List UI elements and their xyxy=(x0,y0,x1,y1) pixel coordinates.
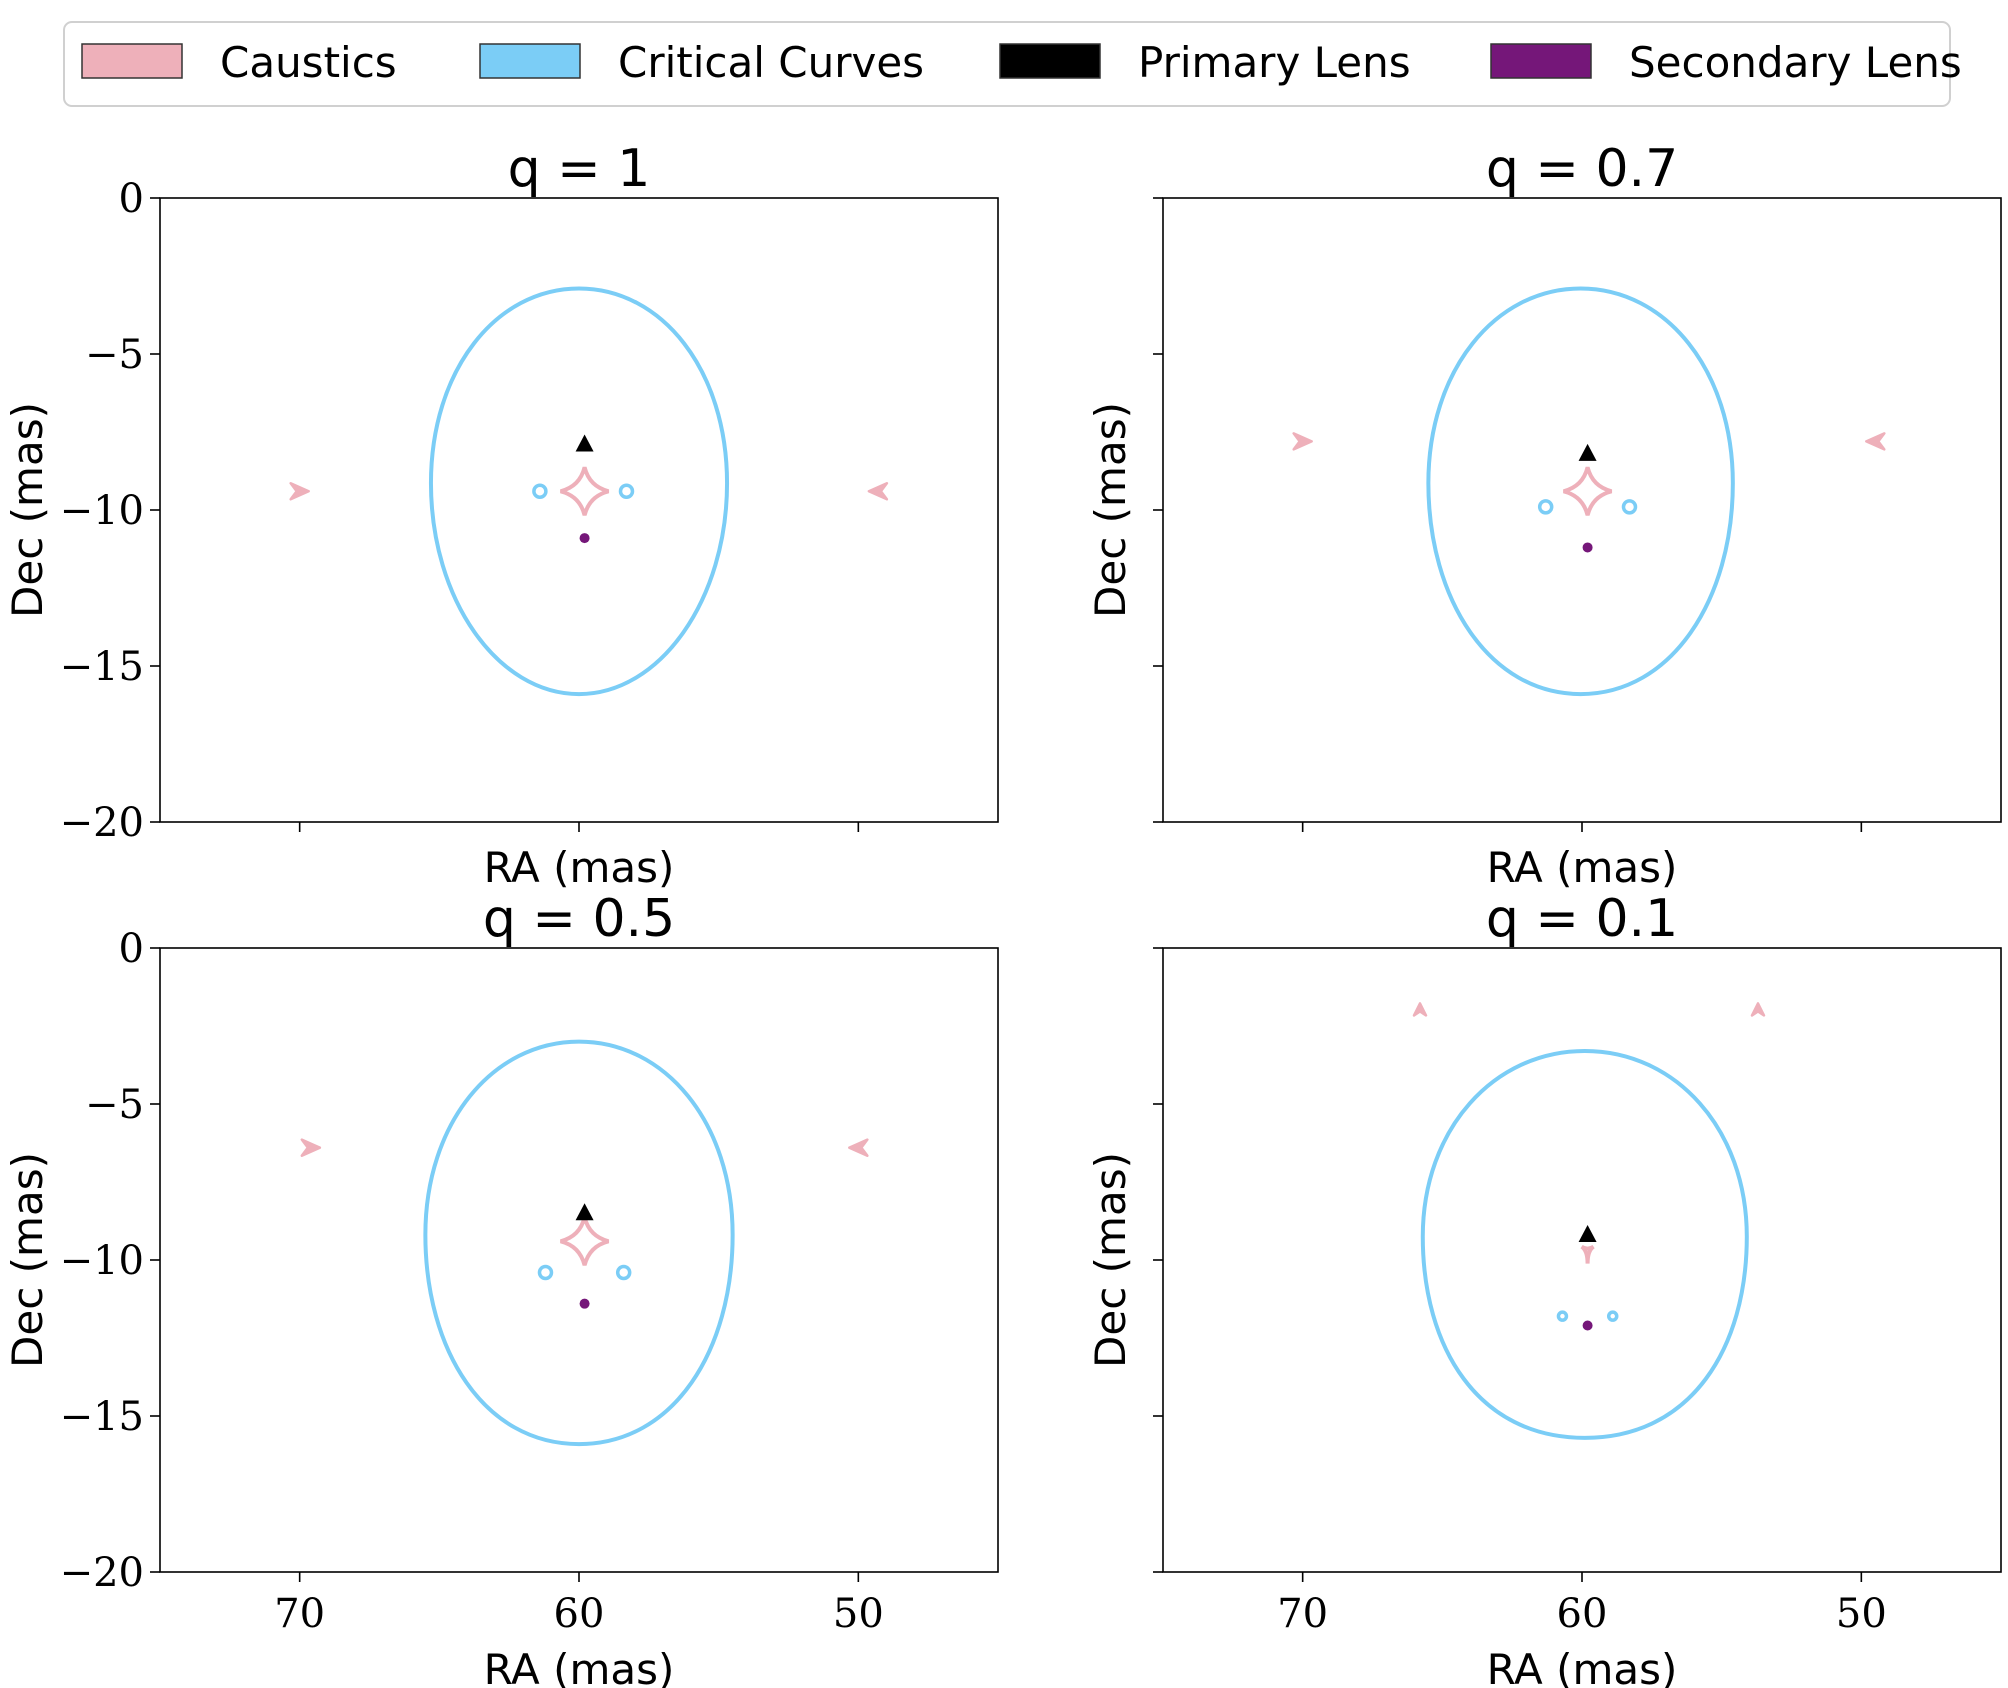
critical-curve-small xyxy=(618,483,635,500)
legend: Caustics Critical Curves Primary Lens Secon… xyxy=(63,21,1962,107)
y-tick-label: −10 xyxy=(60,1238,144,1284)
x-tick-label: 60 xyxy=(1557,1591,1608,1637)
secondary-lens-marker xyxy=(1582,1320,1593,1331)
legend-label-secondary: Secondary Lens xyxy=(1629,38,1962,87)
x-axis-label: RA (mas) xyxy=(1487,1645,1678,1688)
caustic-outer xyxy=(289,482,310,501)
primary-lens-marker xyxy=(1578,1225,1597,1243)
x-tick-label: 70 xyxy=(1277,1591,1328,1637)
plot-frame xyxy=(1162,947,2002,1573)
caustic-central xyxy=(1563,466,1613,516)
y-tick-label: −5 xyxy=(85,1082,144,1128)
secondary-lens-marker xyxy=(1582,542,1593,553)
x-axis-label: RA (mas) xyxy=(484,843,675,892)
caustic-outer xyxy=(1292,432,1313,451)
y-axis-label: Dec (mas) xyxy=(3,1152,52,1368)
legend-swatch-caustics xyxy=(81,43,183,79)
y-tick-label: −5 xyxy=(85,332,144,378)
primary-lens-marker xyxy=(1578,443,1597,461)
x-tick-label: 70 xyxy=(274,1591,325,1637)
y-tick-label: −15 xyxy=(60,1394,144,1440)
caustic-central xyxy=(1580,1244,1595,1264)
caustic-outer xyxy=(867,482,889,501)
critical-curve-small xyxy=(537,1264,554,1281)
caustic-outer xyxy=(848,1138,869,1157)
critical-curve-small xyxy=(532,483,548,500)
legend-label-primary: Primary Lens xyxy=(1138,38,1411,87)
critical-curve xyxy=(1426,286,1735,697)
y-axis-label: Dec (mas) xyxy=(1086,402,1135,618)
legend-swatch-critical xyxy=(479,43,581,79)
subplot-1: q = 1 0 −5 −10 −15 −20 RA (mas) Dec (mas) xyxy=(3,139,999,892)
y-tick-label: 0 xyxy=(119,926,144,972)
x-tick-label: 60 xyxy=(554,1591,605,1637)
critical-curve-small xyxy=(1537,499,1554,515)
panel-title: q = 1 xyxy=(508,139,651,199)
critical-curve-small xyxy=(615,1264,632,1281)
panel-title: q = 0.5 xyxy=(483,889,675,949)
primary-lens-marker xyxy=(575,1203,594,1221)
critical-curve-small xyxy=(1621,499,1638,515)
secondary-lens-marker xyxy=(579,533,590,544)
plot-frame xyxy=(1162,197,2002,823)
critical-curve-small xyxy=(1556,1310,1569,1322)
primary-lens-marker xyxy=(575,434,594,452)
panel-title: q = 0.1 xyxy=(1486,889,1678,949)
x-axis-label: RA (mas) xyxy=(1487,843,1678,892)
critical-curve xyxy=(1420,1048,1749,1440)
critical-curve xyxy=(428,286,730,697)
caustic-central xyxy=(560,1216,610,1266)
legend-label-caustics: Caustics xyxy=(220,38,397,87)
x-tick-label: 50 xyxy=(833,1591,884,1637)
legend-swatch-primary xyxy=(999,43,1101,79)
secondary-lens-marker xyxy=(579,1298,590,1309)
y-tick-label: −10 xyxy=(60,488,144,534)
y-tick-label: −15 xyxy=(60,644,144,690)
x-tick-label: 50 xyxy=(1836,1591,1887,1637)
y-tick-label: 0 xyxy=(119,176,144,222)
y-axis-label: Dec (mas) xyxy=(1086,1152,1135,1368)
critical-curve-small xyxy=(1606,1310,1619,1322)
y-tick-label: −20 xyxy=(60,800,144,846)
subplot-3: q = 0.5 70 60 50 0 −5 −10 −15 −20 RA (mas) Dec (ma… xyxy=(3,889,999,1688)
caustic-outer xyxy=(1750,1002,1766,1017)
critical-curve xyxy=(423,1039,735,1447)
legend-swatch-secondary xyxy=(1490,43,1592,79)
caustic-outer xyxy=(1865,432,1886,451)
plot-frame xyxy=(159,197,999,823)
panel-title: q = 0.7 xyxy=(1486,139,1678,199)
legend-label-critical: Critical Curves xyxy=(618,38,924,87)
x-axis-label: RA (mas) xyxy=(484,1645,675,1688)
caustic-outer xyxy=(300,1138,322,1157)
subplot-2: q = 0.7 RA (mas) Dec (mas) xyxy=(1086,139,2002,892)
y-axis-label: Dec (mas) xyxy=(3,402,52,618)
caustic-outer xyxy=(1412,1002,1428,1017)
caustic-central xyxy=(560,466,610,516)
y-tick-label: −20 xyxy=(60,1550,144,1596)
subplot-4: q = 0.1 70 60 50 RA (mas) Dec (mas) xyxy=(1086,889,2002,1688)
